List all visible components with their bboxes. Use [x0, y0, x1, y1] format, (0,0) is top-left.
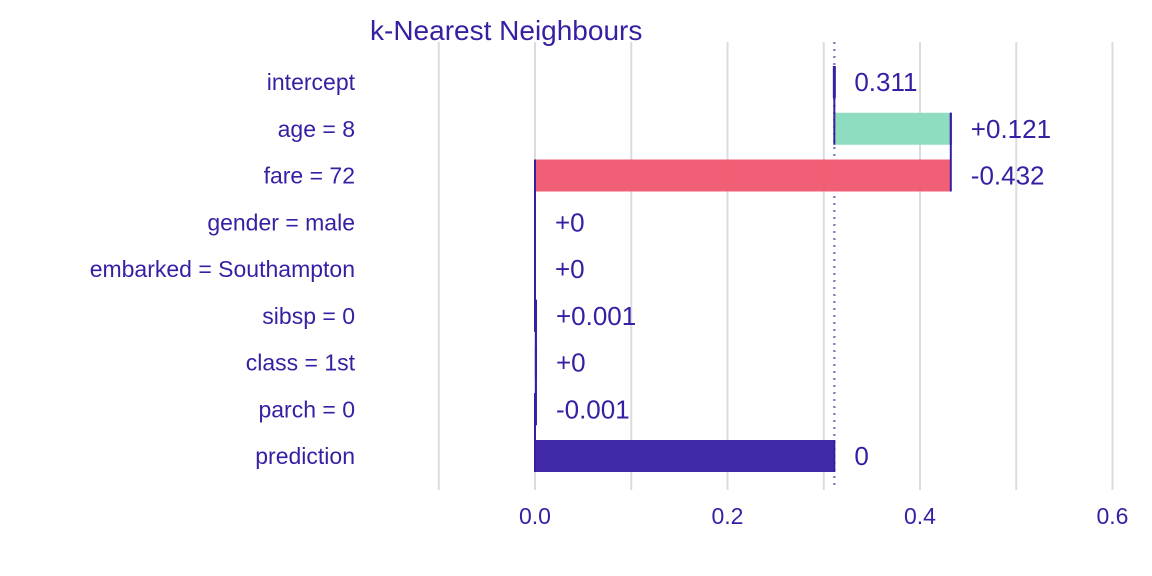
connector-lines — [534, 66, 952, 472]
value-label: -0.001 — [556, 394, 630, 424]
value-label: 0 — [854, 441, 868, 471]
bar-3 — [535, 159, 951, 192]
x-axis-ticks: 0.0 0.2 0.4 0.6 — [519, 503, 1128, 529]
category-labels: intercept age = 8 fare = 72 gender = male em… — [90, 69, 356, 469]
value-label: -0.432 — [971, 161, 1045, 191]
chart-title: k-Nearest Neighbours — [370, 15, 642, 46]
x-tick-label: 0.0 — [519, 503, 551, 529]
x-tick-label: 0.4 — [904, 503, 936, 529]
x-tick-label: 0.2 — [712, 503, 744, 529]
value-label: +0.001 — [556, 301, 636, 331]
bar-9 — [535, 440, 835, 472]
category-label: intercept — [267, 69, 356, 95]
category-label: gender = male — [207, 209, 355, 235]
value-label: 0.311 — [854, 67, 917, 97]
value-label: +0 — [555, 254, 585, 284]
value-label: +0.121 — [971, 114, 1051, 144]
category-label: embarked = Southampton — [90, 256, 355, 282]
bar-2 — [834, 112, 951, 145]
category-label: fare = 72 — [264, 163, 355, 189]
value-label: +0 — [556, 348, 586, 378]
category-label: sibsp = 0 — [262, 303, 355, 329]
x-tick-label: 0.6 — [1097, 503, 1129, 529]
value-labels: 0.311 +0.121 -0.432 +0 +0 +0.001 +0 -0.001 0 — [555, 67, 1051, 471]
category-label: age = 8 — [278, 116, 355, 142]
grid-lines — [437, 42, 1114, 490]
category-label: parch = 0 — [258, 396, 355, 422]
value-label: +0 — [555, 207, 585, 237]
category-label: class = 1st — [246, 350, 356, 376]
category-label: prediction — [255, 443, 355, 469]
